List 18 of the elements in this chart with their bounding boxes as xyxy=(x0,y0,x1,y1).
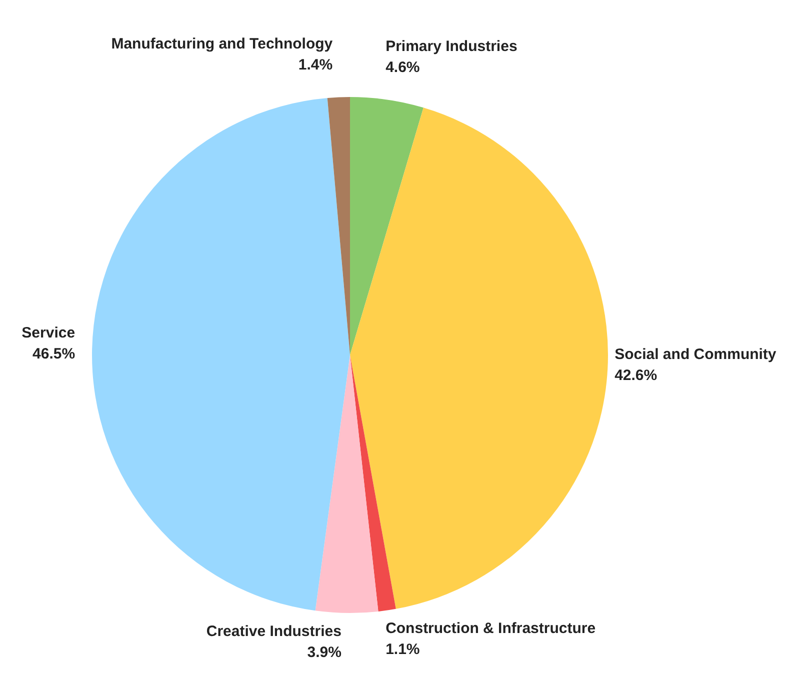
data-label: 3.9% xyxy=(307,644,342,661)
slice-label: Manufacturing and Technology xyxy=(111,35,334,52)
data-label: 46.5% xyxy=(32,346,76,363)
data-label: 1.1% xyxy=(386,641,420,658)
pie-slice xyxy=(350,97,424,355)
data-label: 42.6% xyxy=(614,366,658,384)
slice-label: Creative Industries xyxy=(206,622,342,640)
pie-slice xyxy=(350,355,396,612)
data-label: 1.4% xyxy=(298,56,333,74)
pie-slice xyxy=(350,108,608,609)
slice-label: Social and Community xyxy=(614,346,777,363)
pie-slice xyxy=(315,355,378,613)
pie-slice xyxy=(92,98,350,611)
slice-label: Primary Industries xyxy=(386,38,518,55)
pie-slice xyxy=(327,97,350,355)
slice-label: Construction & Infrastructure xyxy=(386,620,596,638)
data-label: 4.6% xyxy=(386,58,420,76)
slice-label: Service xyxy=(22,324,76,342)
